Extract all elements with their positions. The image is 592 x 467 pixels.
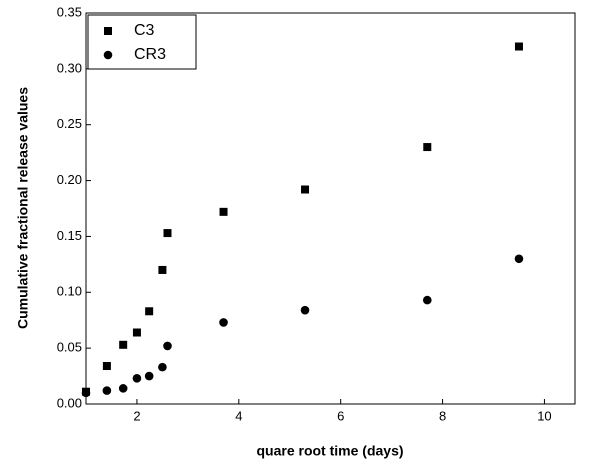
legend-label: CR3 [134,46,166,63]
legend-box [87,14,197,70]
point [219,207,228,216]
x-tick-label: 2 [133,408,140,423]
x-tick-label: 10 [537,408,551,423]
point [102,386,112,395]
x-tick-label: 6 [337,408,344,423]
y-tick-label: 0.20 [57,172,82,187]
x-tick-label: 4 [235,408,242,423]
point [422,295,432,305]
y-tick-label: 0.35 [57,4,82,19]
y-axis-title: Cumulative fractional release values [15,87,31,329]
legend-marker [104,27,112,35]
point [423,143,432,152]
y-tick-label: 0.10 [57,284,82,299]
point [514,254,524,264]
x-tick-label: 8 [439,408,446,423]
point [163,341,172,351]
y-tick-label: 0.00 [57,395,82,410]
point [144,371,154,381]
point [132,374,142,383]
point [158,362,167,372]
point [219,318,228,327]
point [132,328,141,337]
x-axis-title: quare root time (days) [256,443,403,459]
point [301,185,310,194]
y-tick-label: 0.05 [57,340,82,355]
y-tick-label: 0.30 [57,60,82,75]
point [163,229,172,238]
point [514,42,523,51]
y-tick-label: 0.15 [57,228,82,243]
point [158,265,167,274]
y-tick-label: 0.25 [57,116,82,131]
legend-marker [103,50,113,60]
point [118,384,128,393]
plot-frame [85,12,576,405]
point [102,362,111,371]
point [145,307,154,316]
point [119,340,128,349]
legend-label: C3 [134,22,155,39]
point [300,305,310,315]
point [81,388,91,398]
